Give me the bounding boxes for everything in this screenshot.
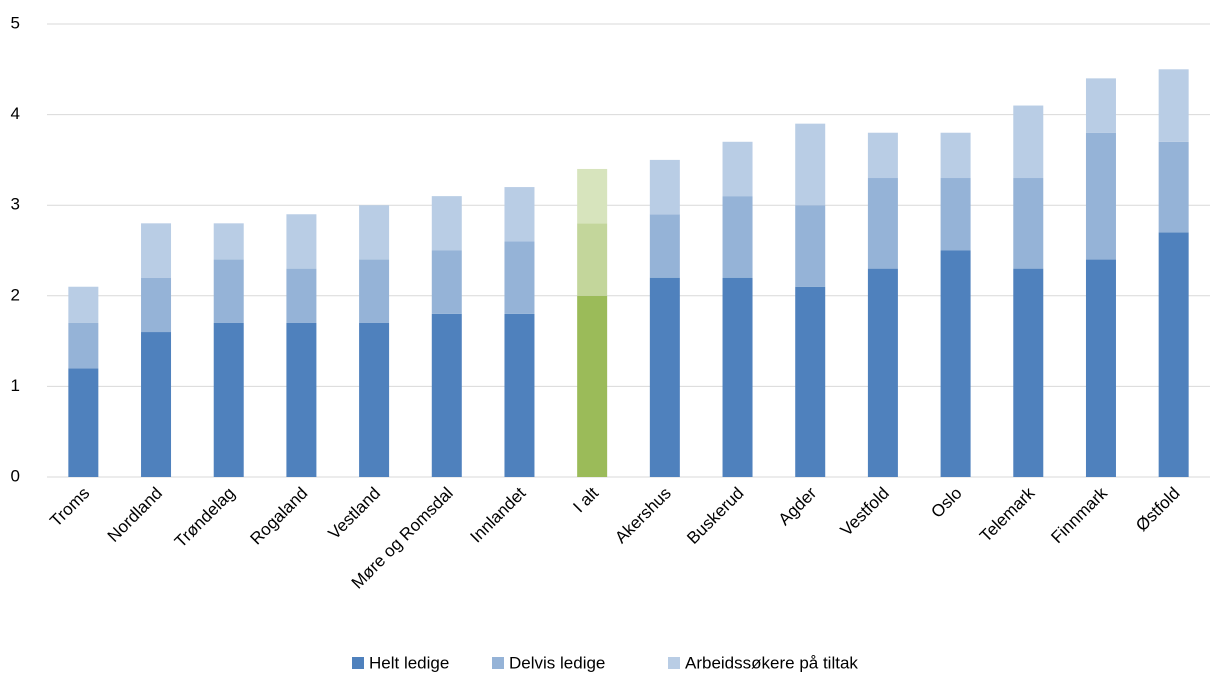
bar-segment bbox=[1158, 141, 1189, 233]
x-tick-label: Trøndelag bbox=[171, 484, 239, 552]
bar-segment bbox=[649, 277, 680, 477]
x-tick-label: Innlandet bbox=[467, 483, 530, 546]
bar-segment bbox=[940, 178, 971, 251]
bar-segment bbox=[68, 286, 99, 323]
bar-segment bbox=[359, 205, 390, 260]
bar-segment bbox=[1085, 259, 1116, 477]
x-tick-label: I alt bbox=[569, 483, 602, 516]
y-tick-label: 2 bbox=[11, 285, 20, 304]
legend-label: Delvis ledige bbox=[509, 653, 605, 672]
bar-segment bbox=[141, 332, 172, 477]
bar-segment bbox=[867, 132, 898, 179]
bar-segment bbox=[1013, 105, 1044, 179]
bar-segment bbox=[1158, 69, 1189, 142]
x-tick-label: Rogaland bbox=[247, 484, 312, 549]
bar-segment bbox=[649, 159, 680, 215]
legend-swatch bbox=[352, 657, 364, 669]
bar-segment bbox=[1013, 178, 1044, 269]
x-tick-label: Østfold bbox=[1132, 484, 1184, 536]
legend-swatch bbox=[492, 657, 504, 669]
y-tick-label: 4 bbox=[11, 104, 20, 123]
bar-segment bbox=[795, 123, 826, 206]
bar-segment bbox=[68, 322, 99, 369]
bar-segment bbox=[504, 313, 535, 477]
x-tick-label: Finnmark bbox=[1047, 483, 1111, 547]
bar-segment bbox=[577, 168, 608, 224]
bar-segment bbox=[504, 187, 535, 242]
bar-segment bbox=[940, 250, 971, 477]
bar-segment bbox=[795, 286, 826, 477]
x-tick-label: Oslo bbox=[927, 484, 965, 522]
x-tick-label: Nordland bbox=[104, 484, 166, 546]
bar-segment bbox=[213, 259, 244, 323]
bar-segment bbox=[867, 268, 898, 477]
x-tick-label: Akershus bbox=[611, 484, 675, 548]
bar-segment bbox=[286, 214, 317, 269]
bar-segment bbox=[504, 241, 535, 314]
bar-segment bbox=[1158, 232, 1189, 477]
y-tick-label: 0 bbox=[11, 466, 20, 485]
bar-segment bbox=[431, 196, 462, 251]
y-tick-label: 3 bbox=[11, 195, 20, 214]
bar-segment bbox=[141, 223, 172, 278]
bar-segment bbox=[940, 132, 971, 179]
x-tick-label: Buskerud bbox=[683, 484, 747, 548]
bar-segment bbox=[649, 214, 680, 278]
bar-segment bbox=[795, 205, 826, 287]
x-tick-label: Agder bbox=[775, 483, 821, 529]
bar-segment bbox=[1085, 132, 1116, 260]
bar-segment bbox=[577, 223, 608, 296]
x-tick-label: Vestfold bbox=[837, 484, 893, 540]
bar-segment bbox=[213, 322, 244, 477]
legend-label: Arbeidssøkere på tiltak bbox=[685, 653, 858, 672]
legend-swatch bbox=[668, 657, 680, 669]
x-tick-label: Troms bbox=[46, 484, 93, 531]
bar-segment bbox=[1013, 268, 1044, 477]
x-tick-label: Telemark bbox=[976, 483, 1039, 546]
bar-segment bbox=[286, 322, 317, 477]
bar-segment bbox=[1085, 78, 1116, 133]
bar-segment bbox=[431, 250, 462, 314]
bar-segment bbox=[431, 313, 462, 477]
bar-segment bbox=[722, 141, 753, 197]
bar-segment bbox=[213, 223, 244, 260]
bar-segment bbox=[577, 295, 608, 477]
x-tick-label: Vestland bbox=[325, 484, 385, 544]
bar-segment bbox=[286, 268, 317, 323]
bar-segment bbox=[359, 322, 390, 477]
bar-segment bbox=[722, 196, 753, 278]
bar-segment bbox=[359, 259, 390, 323]
bar-segment bbox=[141, 277, 172, 333]
y-tick-label: 1 bbox=[11, 376, 20, 395]
bar-segment bbox=[68, 368, 99, 477]
bar-segment bbox=[867, 178, 898, 269]
y-tick-label: 5 bbox=[11, 13, 20, 32]
bar-segment bbox=[722, 277, 753, 477]
legend-label: Helt ledige bbox=[369, 653, 449, 672]
